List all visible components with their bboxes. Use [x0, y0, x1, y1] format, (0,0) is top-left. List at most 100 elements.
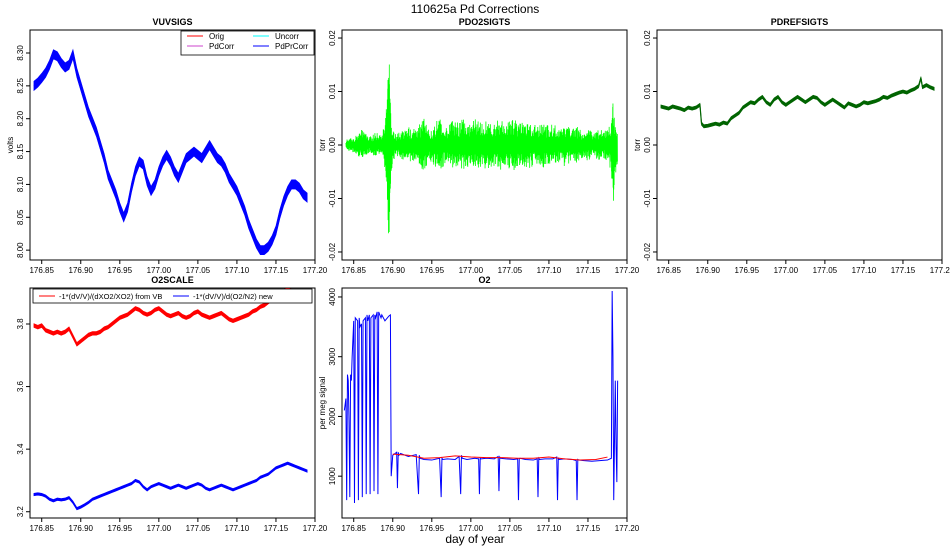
o2-ytick-label: 4000 — [328, 288, 337, 306]
pdo2sigts-ytick-label: 0.01 — [328, 83, 337, 99]
o2scale-title: O2SCALE — [151, 275, 194, 285]
o2scale-ytick-label: 3.8 — [16, 318, 25, 330]
pdo2sigts-xtick-label: 177.10 — [537, 266, 562, 275]
vuvsigs-legend-label: PdPrCorr — [275, 42, 309, 51]
vuvsigs-xtick-label: 177.10 — [225, 266, 250, 275]
vuvsigs-ytick-label: 8.05 — [16, 209, 25, 225]
vuvsigs-ytick-label: 8.00 — [16, 242, 25, 258]
panels: VUVSIGS 176.85 176.90 176.95 177.00 177.05 177… — [6, 17, 950, 533]
pdrefsigts-xtick-label: 176.95 — [735, 266, 760, 275]
vuvsigs-xtick-label: 177.05 — [186, 266, 211, 275]
vuvsigs-title: VUVSIGS — [152, 17, 192, 27]
o2-xtick-label: 177.15 — [576, 524, 601, 533]
vuvsigs-xtick-label: 176.85 — [29, 266, 54, 275]
pdo2sigts-ytick-label: -0.01 — [328, 189, 337, 208]
o2scale-legend-label: -1*(dV/V)/d(O2/N2) new — [193, 292, 273, 301]
o2scale-xtick-label: 176.90 — [69, 524, 94, 533]
pdrefsigts-ytick-label: -0.01 — [643, 189, 652, 208]
pdo2sigts-ytick-label: 0.00 — [328, 137, 337, 153]
o2-xtick-label: 177.00 — [459, 524, 484, 533]
pdo2sigts-ytick-label: -0.02 — [328, 242, 337, 261]
o2-series-0 — [343, 290, 619, 504]
o2scale-legend: -1*(dV/V)/(dXO2/XO2) from VB -1*(dV/V)/d(… — [32, 288, 313, 304]
vuvsigs-legend-label: Uncorr — [275, 32, 299, 41]
pdrefsigts-plot-frame — [656, 29, 943, 261]
vuvsigs-ylabel: volts — [6, 137, 15, 153]
vuvsigs-legend-label: Orig — [209, 32, 224, 41]
o2-xtick-label: 176.95 — [420, 524, 445, 533]
pdrefsigts-ytick-label: -0.02 — [643, 242, 652, 261]
o2scale-series-0 — [33, 288, 308, 346]
o2scale-ytick-label: 3.4 — [16, 443, 25, 455]
o2scale-xtick-label: 177.15 — [264, 524, 289, 533]
o2-ytick-label: 3000 — [328, 347, 337, 365]
o2-ytick-label: 2000 — [328, 407, 337, 425]
vuvsigs-series-0-band — [33, 48, 308, 256]
pdo2sigts-xtick-label: 177.00 — [459, 266, 484, 275]
vuvsigs-ytick-label: 8.20 — [16, 110, 25, 126]
pdo2sigts-xtick-label: 177.05 — [498, 266, 523, 275]
o2-ylabel: per meg signal — [318, 377, 327, 430]
o2scale-xtick-label: 177.10 — [225, 524, 250, 533]
vuvsigs-panel: VUVSIGS 176.85 176.90 176.95 177.00 177.05 177… — [6, 17, 328, 275]
pdrefsigts-xtick-label: 177.05 — [813, 266, 838, 275]
pdo2sigts-panel: PDO2SIGTS 176.85 176.90 176.95 177.00 177.05 1… — [318, 17, 640, 275]
o2scale-panel: O2SCALE 176.85 176.90 176.95 177.00 177.05 177… — [16, 275, 328, 533]
pdrefsigts-ytick-label: 0.00 — [643, 137, 652, 153]
vuvsigs-ytick-label: 8.15 — [16, 143, 25, 159]
figure-xlabel: day of year — [445, 532, 504, 546]
vuvsigs-legend: Orig Uncorr PdCorr PdPrCorr — [180, 30, 315, 56]
o2-xtick-label: 176.90 — [381, 524, 406, 533]
figure-title: 110625a Pd Corrections — [411, 2, 540, 16]
vuvsigs-plot-frame — [29, 29, 316, 261]
pdo2sigts-xtick-label: 177.20 — [615, 266, 640, 275]
o2scale-ytick-label: 3.6 — [16, 380, 25, 392]
vuvsigs-xtick-label: 177.15 — [264, 266, 289, 275]
pdrefsigts-ytick-label: 0.02 — [643, 30, 652, 46]
o2scale-series-1-band — [33, 461, 308, 511]
o2-xtick-label: 176.85 — [341, 524, 366, 533]
o2scale-xtick-label: 176.95 — [108, 524, 133, 533]
o2-series-1 — [392, 453, 608, 461]
o2-xtick-label: 177.20 — [615, 524, 640, 533]
pdrefsigts-series-0 — [660, 77, 935, 127]
o2scale-xtick-label: 177.00 — [147, 524, 172, 533]
pdo2sigts-title: PDO2SIGTS — [459, 17, 511, 27]
pdrefsigts-xtick-label: 177.00 — [774, 266, 799, 275]
o2scale-series-1 — [33, 462, 308, 510]
o2scale-xtick-label: 177.05 — [186, 524, 211, 533]
o2-ytick-label: 1000 — [328, 467, 337, 485]
vuvsigs-ytick-label: 8.10 — [16, 176, 25, 192]
o2scale-legend-label: -1*(dV/V)/(dXO2/XO2) from VB — [59, 292, 162, 301]
pdrefsigts-ylabel: torr — [633, 139, 642, 151]
pdo2sigts-series-0 — [345, 64, 618, 234]
vuvsigs-series-0 — [33, 52, 308, 251]
pdo2sigts-xtick-label: 176.85 — [341, 266, 366, 275]
o2scale-plot-frame — [29, 287, 316, 519]
vuvsigs-xtick-label: 176.90 — [69, 266, 94, 275]
o2-plot-frame — [341, 287, 628, 519]
pdrefsigts-series-0-band — [660, 76, 935, 129]
pdrefsigts-panel: PDREFSIGTS 176.85 176.90 176.95 177.00 177.05… — [633, 17, 950, 275]
pdrefsigts-xtick-label: 177.10 — [852, 266, 877, 275]
pdo2sigts-xtick-label: 177.15 — [576, 266, 601, 275]
pdrefsigts-title: PDREFSIGTS — [771, 17, 829, 27]
o2-title: O2 — [478, 275, 490, 285]
vuvsigs-xtick-label: 177.20 — [303, 266, 328, 275]
pdo2sigts-xtick-label: 176.90 — [381, 266, 406, 275]
pdrefsigts-xtick-label: 177.15 — [891, 266, 916, 275]
pdo2sigts-ylabel: torr — [318, 139, 327, 151]
pdrefsigts-xtick-label: 177.20 — [930, 266, 950, 275]
vuvsigs-ytick-label: 8.30 — [16, 45, 25, 61]
o2scale-xtick-label: 176.85 — [29, 524, 54, 533]
pdo2sigts-ytick-label: 0.02 — [328, 30, 337, 46]
o2scale-ytick-label: 3.2 — [16, 506, 25, 518]
o2-xtick-label: 177.05 — [498, 524, 523, 533]
vuvsigs-ytick-label: 8.25 — [16, 78, 25, 94]
pdrefsigts-xtick-label: 176.90 — [696, 266, 721, 275]
pdrefsigts-ytick-label: 0.01 — [643, 83, 652, 99]
vuvsigs-legend-label: PdCorr — [209, 42, 235, 51]
pdo2sigts-xtick-label: 176.95 — [420, 266, 445, 275]
pdrefsigts-xtick-label: 176.85 — [656, 266, 681, 275]
